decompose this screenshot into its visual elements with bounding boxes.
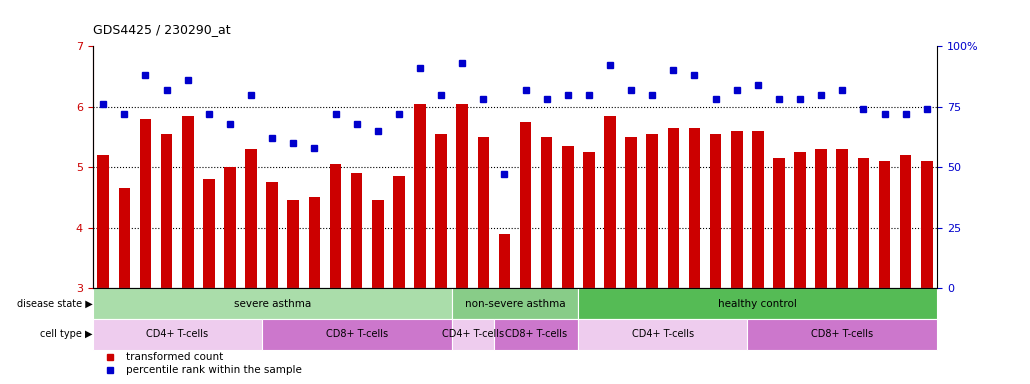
Text: GDS4425 / 230290_at: GDS4425 / 230290_at (93, 23, 231, 36)
Text: non-severe asthma: non-severe asthma (465, 299, 565, 309)
Bar (414, 104, 425, 288)
Bar (689, 128, 700, 288)
Text: CD8+ T-cells: CD8+ T-cells (505, 329, 568, 339)
Text: disease state ▶: disease state ▶ (16, 299, 93, 309)
Bar (267, 182, 278, 288)
Bar (748, 319, 937, 350)
Bar (499, 234, 510, 288)
Bar (245, 149, 256, 288)
Bar (225, 167, 236, 288)
Bar (478, 137, 489, 288)
Bar (330, 164, 341, 288)
Bar (494, 319, 579, 350)
Bar (562, 146, 574, 288)
Bar (456, 104, 468, 288)
Bar (140, 119, 151, 288)
Text: CD4+ T-cells: CD4+ T-cells (442, 329, 504, 339)
Bar (309, 197, 320, 288)
Bar (451, 319, 494, 350)
Bar (647, 134, 658, 288)
Bar (93, 319, 262, 350)
Bar (393, 176, 405, 288)
Bar (287, 200, 299, 288)
Text: severe asthma: severe asthma (234, 299, 311, 309)
Bar (879, 161, 890, 288)
Text: percentile rank within the sample: percentile rank within the sample (127, 365, 303, 375)
Bar (836, 149, 848, 288)
Bar (752, 131, 763, 288)
Bar (541, 137, 552, 288)
Bar (203, 179, 214, 288)
Bar (774, 158, 785, 288)
Bar (520, 122, 531, 288)
Text: healthy control: healthy control (718, 299, 797, 309)
Text: CD4+ T-cells: CD4+ T-cells (146, 329, 208, 339)
Bar (182, 116, 194, 288)
Bar (667, 128, 679, 288)
Bar (625, 137, 637, 288)
Bar (351, 173, 363, 288)
Bar (579, 288, 937, 319)
Bar (858, 158, 869, 288)
Bar (93, 288, 451, 319)
Bar (710, 134, 721, 288)
Bar (118, 189, 130, 288)
Bar (262, 319, 451, 350)
Bar (451, 288, 579, 319)
Bar (161, 134, 172, 288)
Bar (816, 149, 827, 288)
Text: CD8+ T-cells: CD8+ T-cells (812, 329, 873, 339)
Bar (579, 319, 748, 350)
Bar (98, 155, 109, 288)
Bar (921, 161, 932, 288)
Text: transformed count: transformed count (127, 352, 224, 362)
Text: cell type ▶: cell type ▶ (40, 329, 93, 339)
Bar (372, 200, 383, 288)
Bar (794, 152, 805, 288)
Bar (900, 155, 912, 288)
Bar (731, 131, 743, 288)
Text: CD4+ T-cells: CD4+ T-cells (631, 329, 694, 339)
Bar (436, 134, 447, 288)
Bar (605, 116, 616, 288)
Text: CD8+ T-cells: CD8+ T-cells (325, 329, 387, 339)
Bar (583, 152, 594, 288)
